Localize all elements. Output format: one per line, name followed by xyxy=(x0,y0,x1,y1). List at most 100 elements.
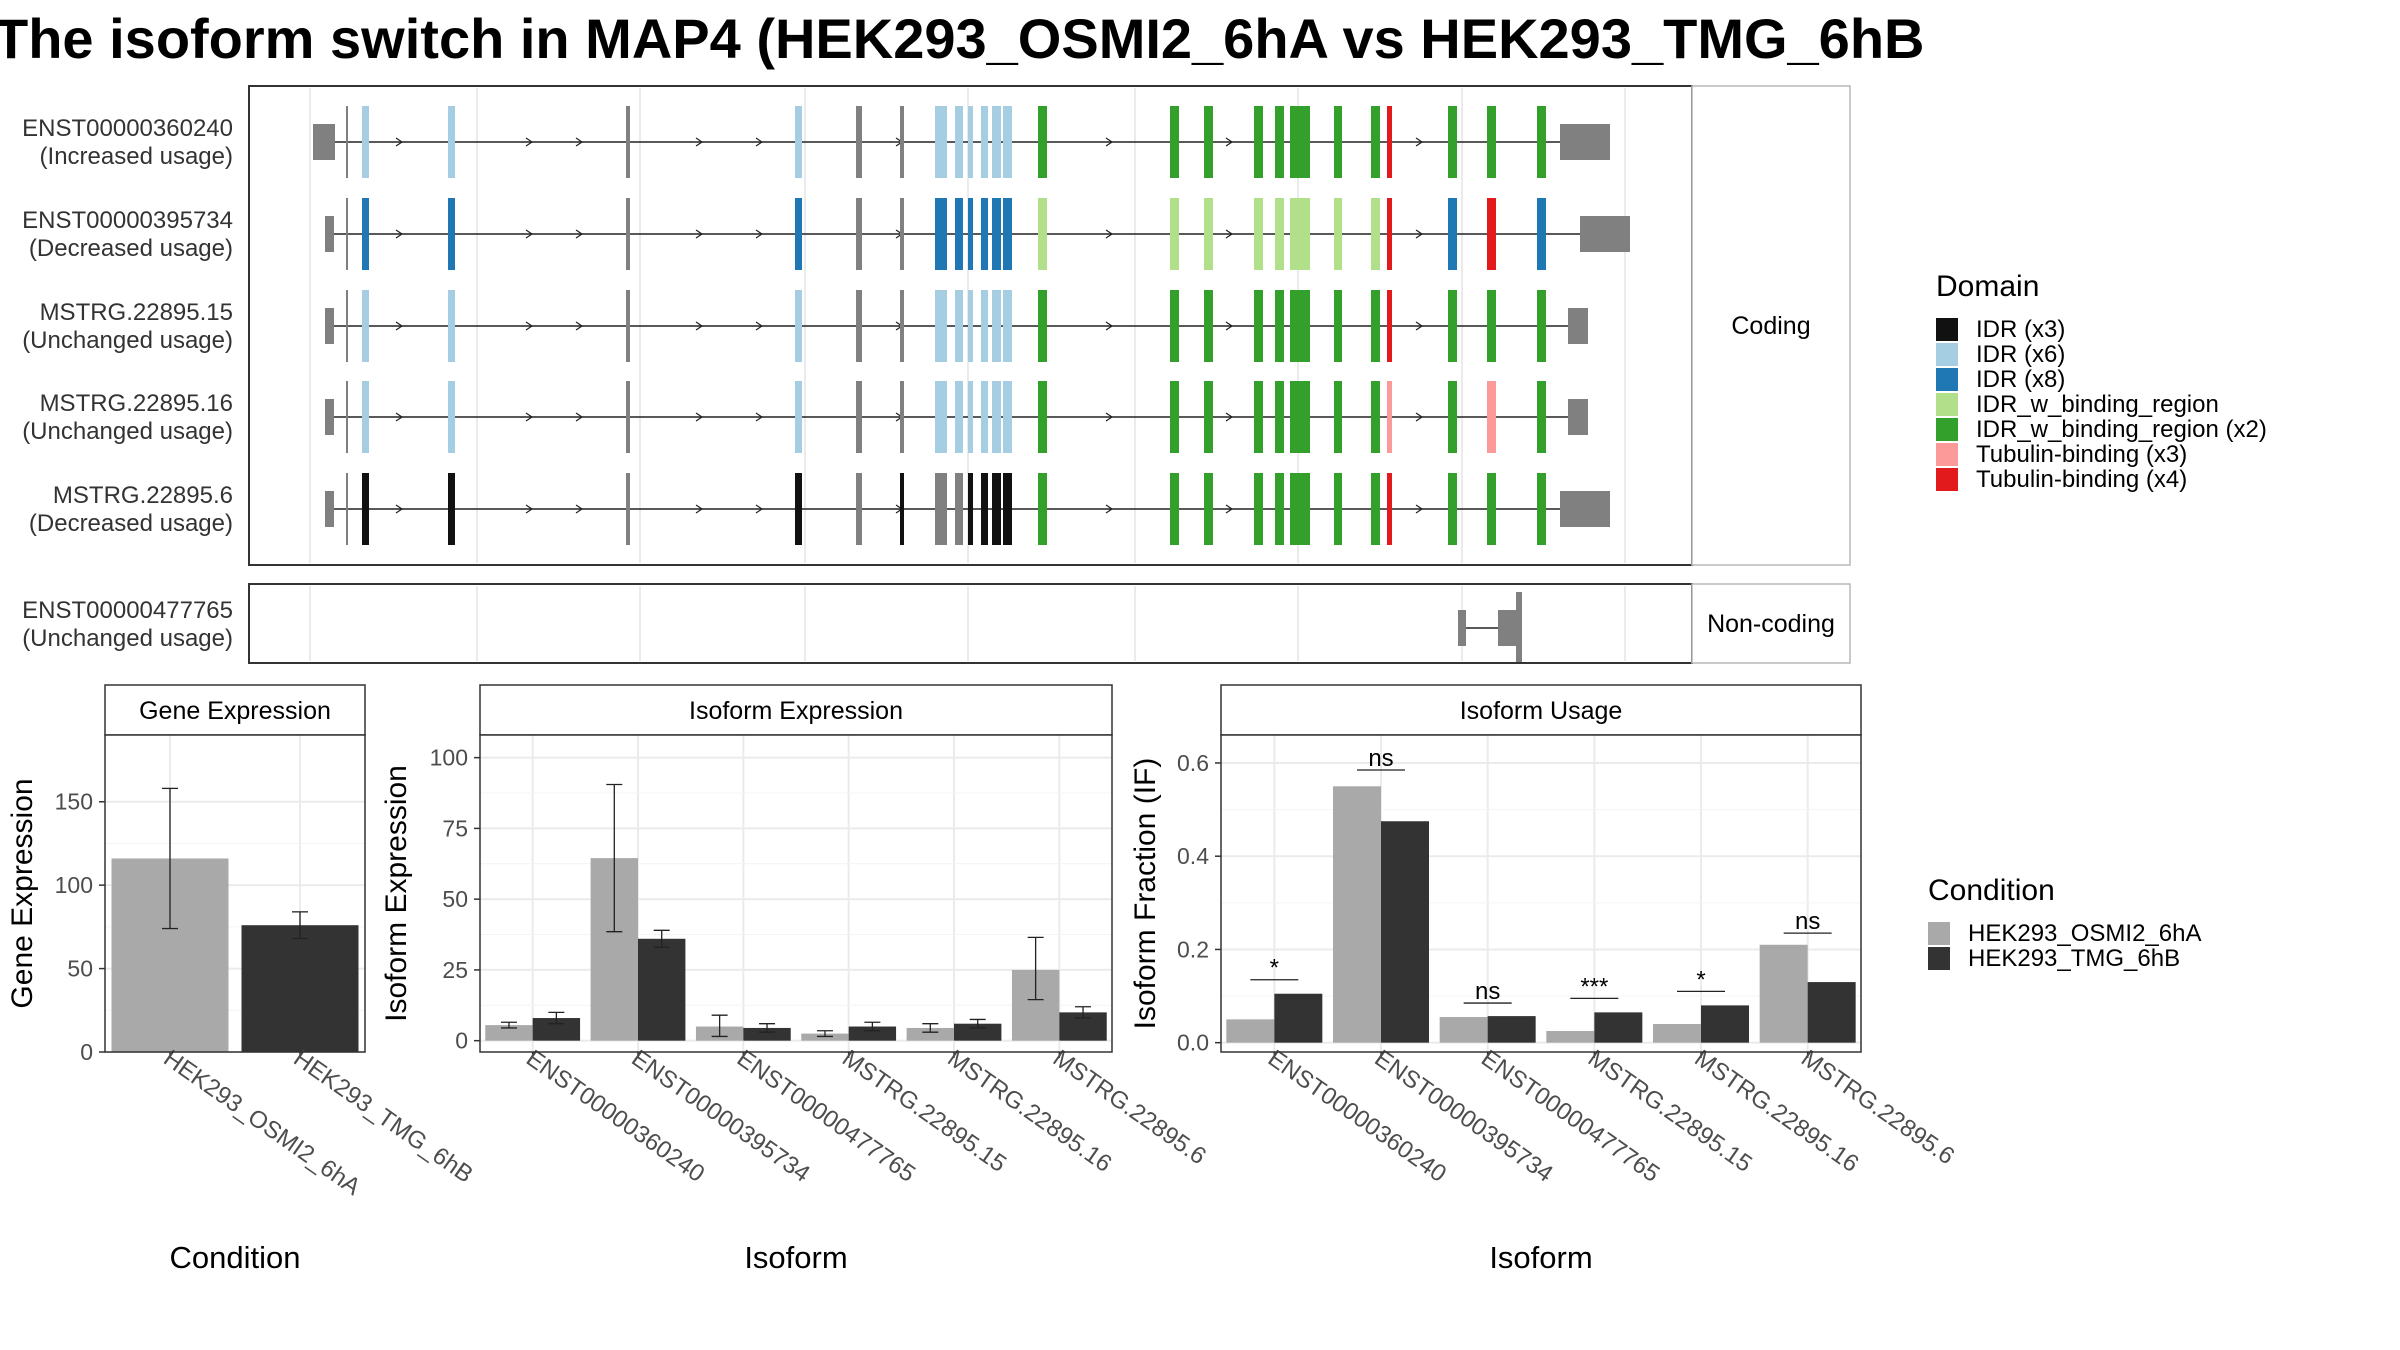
cds-exon xyxy=(1334,106,1342,178)
strand-arrow xyxy=(1415,412,1424,422)
cds-exon xyxy=(1537,106,1546,178)
x-axis-label: Isoform xyxy=(1489,1240,1592,1275)
cds-exon xyxy=(346,473,348,545)
strand-arrow xyxy=(1105,412,1114,422)
utr-exon xyxy=(325,399,334,435)
domain-legend-swatch xyxy=(1936,393,1958,416)
cds-exon xyxy=(856,290,862,362)
coding-strip xyxy=(1691,85,1851,566)
panel-border xyxy=(104,734,366,1053)
y-tick-label: 0 xyxy=(455,1028,468,1054)
domain-legend-label: IDR (x8) xyxy=(1976,366,2065,393)
domain-legend-swatch xyxy=(1936,468,1958,491)
cds-exon xyxy=(1371,473,1380,545)
cds-exon xyxy=(1275,381,1284,453)
cds-exon xyxy=(1448,473,1457,545)
y-axis-label: Isoform Expression xyxy=(380,765,413,1022)
cds-exon xyxy=(1204,198,1213,270)
y-tick-label: 0.4 xyxy=(1177,843,1209,869)
cds-exon xyxy=(362,106,369,178)
transcript-MSTRG.22895.16: MSTRG.22895.16(Unchanged usage) xyxy=(22,381,1588,453)
strand-arrow xyxy=(575,321,584,331)
transcript-id-label: ENST00000395734 xyxy=(22,207,233,234)
utr-exon xyxy=(1568,399,1588,435)
cds-exon xyxy=(1387,473,1392,545)
utr-exon xyxy=(313,124,335,160)
domain-legend-label: IDR_w_binding_region xyxy=(1976,391,2219,418)
cds-exon xyxy=(1170,198,1179,270)
cds-exon xyxy=(1204,381,1213,453)
panel-title: Isoform Usage xyxy=(1460,697,1623,725)
cds-exon xyxy=(1254,198,1263,270)
cds-exon xyxy=(1290,290,1310,362)
noncoding-strip-label: Non-coding xyxy=(1707,610,1835,638)
cds-exon xyxy=(935,473,947,545)
cds-exon xyxy=(795,106,802,178)
utr-exon xyxy=(1560,124,1610,160)
strand-arrow xyxy=(525,412,534,422)
cds-exon xyxy=(1204,106,1213,178)
domain-legend-label: IDR (x3) xyxy=(1976,316,2065,343)
cds-exon xyxy=(955,381,963,453)
cds-exon xyxy=(1448,106,1457,178)
cds-exon xyxy=(981,473,988,545)
cds-exon xyxy=(1387,198,1392,270)
cds-exon xyxy=(992,381,1001,453)
cds-exon xyxy=(1487,290,1496,362)
cds-exon xyxy=(1290,198,1310,270)
transcript-MSTRG.22895.15: MSTRG.22895.15(Unchanged usage) xyxy=(22,290,1588,362)
cds-exon xyxy=(1170,473,1179,545)
cds-exon xyxy=(1371,290,1380,362)
bar xyxy=(1274,993,1323,1043)
strand-arrow xyxy=(525,321,534,331)
y-tick-label: 75 xyxy=(442,815,468,841)
cds-exon xyxy=(1334,198,1342,270)
cds-exon xyxy=(1448,198,1457,270)
strand-arrow xyxy=(1105,137,1114,147)
transcript-ENST00000395734: ENST00000395734(Decreased usage) xyxy=(22,198,1630,270)
cds-exon xyxy=(981,106,988,178)
noncoding-exon xyxy=(1458,610,1466,646)
cds-exon xyxy=(1204,290,1213,362)
strand-arrow xyxy=(1225,229,1234,239)
cds-exon xyxy=(1487,198,1496,270)
strand-arrow xyxy=(695,229,704,239)
panel-border xyxy=(1220,734,1862,1053)
chart-2: Isoform Usage 0.0 0.2 0.4 0.6 * ENST0000036024… xyxy=(1129,684,1959,1275)
cds-exon xyxy=(1537,381,1546,453)
cds-exon xyxy=(346,381,348,453)
domain-legend-title: Domain xyxy=(1936,270,2039,303)
y-tick-label: 50 xyxy=(442,886,468,912)
bar xyxy=(1701,1005,1749,1043)
x-tick-label: ENST00000395734 xyxy=(1370,1045,1558,1188)
cds-exon xyxy=(900,290,904,362)
x-tick-label: ENST00000360240 xyxy=(1263,1045,1451,1188)
strand-arrow xyxy=(525,504,534,514)
cds-exon xyxy=(900,198,904,270)
bar xyxy=(1439,1017,1488,1043)
cds-exon xyxy=(1448,290,1457,362)
x-tick-label: ENST00000360240 xyxy=(521,1045,709,1188)
cds-exon xyxy=(900,381,904,453)
cds-exon xyxy=(795,198,802,270)
cds-exon xyxy=(362,381,369,453)
bar xyxy=(1653,1024,1701,1043)
cds-exon xyxy=(1334,473,1342,545)
domain-legend-swatch xyxy=(1936,443,1958,466)
panel-strip xyxy=(479,684,1113,736)
strand-arrow xyxy=(395,504,404,514)
cds-exon xyxy=(448,198,455,270)
strand-arrow xyxy=(695,321,704,331)
cds-exon xyxy=(1275,106,1284,178)
cds-exon xyxy=(626,290,630,362)
cds-exon xyxy=(1003,381,1012,453)
plot-area xyxy=(480,735,1112,1052)
cds-exon xyxy=(626,106,630,178)
cds-exon xyxy=(1290,106,1310,178)
domain-legend-swatch xyxy=(1936,318,1958,341)
cds-exon xyxy=(346,198,348,270)
cds-exon xyxy=(1537,198,1546,270)
bar xyxy=(1487,1016,1536,1043)
